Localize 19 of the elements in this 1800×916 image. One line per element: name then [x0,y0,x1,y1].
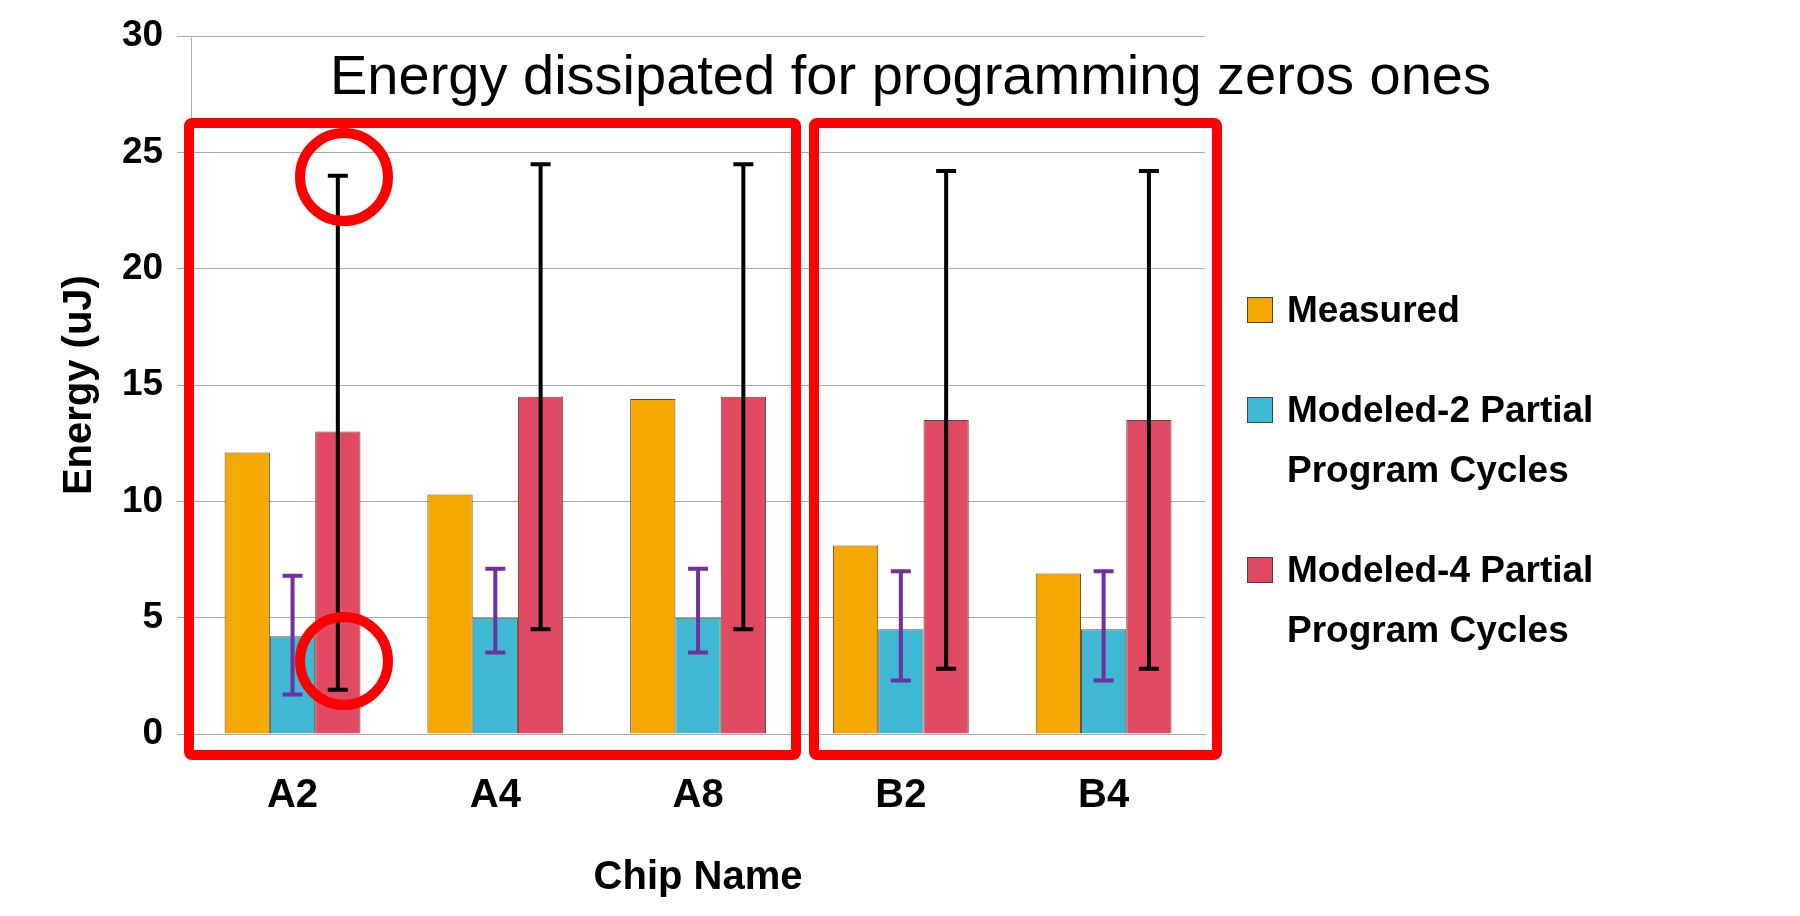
x-tick-label: B4 [1078,771,1130,816]
y-tick-label: 20 [122,246,164,287]
x-tick-label: A2 [266,771,319,816]
y-axis-title: Energy (uJ) [55,275,100,496]
y-tick-label: 10 [122,478,164,520]
y-tick-label: 25 [122,129,164,171]
x-axis-title: Chip Name [593,853,803,898]
legend-label: Modeled-4 Partial Program Cycles [1287,548,1595,652]
x-tick-label: A8 [672,771,724,816]
x-tick-label: A4 [469,771,522,816]
x-tick-label: B2 [875,771,927,816]
y-tick-label: 15 [122,362,164,404]
y-tick-label: 30 [122,13,164,55]
y-tick-label: 5 [142,594,164,636]
legend-label: Measured [1287,288,1460,332]
chart-title: Energy dissipated for programming zeros [330,42,1355,106]
legend-label: Modeled-2 Partial Program Cycles [1287,388,1595,492]
y-tick-label: 0 [142,711,164,753]
text: ones [1369,42,1492,106]
